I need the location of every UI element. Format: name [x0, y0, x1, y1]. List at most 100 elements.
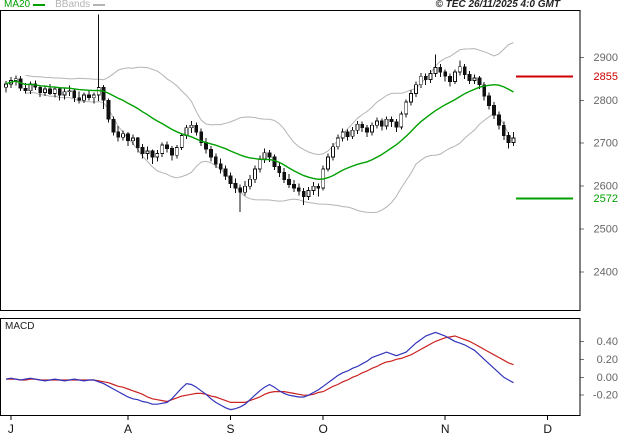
candle-body — [67, 90, 72, 93]
legend-item-ma20: MA20 — [4, 0, 46, 10]
candle-body — [277, 166, 282, 173]
candle-body — [131, 137, 135, 142]
candle-body — [335, 137, 340, 148]
candle-body — [43, 88, 47, 93]
candle-body — [448, 75, 452, 82]
candle-body — [423, 75, 428, 80]
candle-body — [174, 147, 179, 156]
candle-body — [379, 120, 384, 127]
candle-body — [62, 91, 67, 96]
candle-body — [170, 148, 174, 156]
candle-body — [13, 78, 18, 81]
candle-body — [218, 163, 223, 170]
month-label: D — [543, 422, 552, 436]
candle-body — [243, 185, 247, 193]
candle-body — [414, 84, 418, 94]
candle-body — [189, 124, 194, 129]
price-axis-label: 2400 — [594, 267, 618, 279]
candle-body — [472, 77, 477, 81]
candle-body — [389, 118, 394, 123]
candle-body — [287, 178, 291, 185]
legend-ma20-swatch — [33, 4, 46, 6]
candle-body — [111, 118, 116, 133]
candle-body — [126, 133, 130, 142]
candle-body — [209, 148, 213, 158]
candle-body — [145, 150, 150, 154]
candle-body — [72, 90, 77, 99]
month-label: O — [319, 422, 328, 436]
ma20-line — [5, 80, 514, 181]
candle-body — [306, 190, 311, 197]
signal-line — [6, 335, 514, 403]
candle-body — [91, 94, 96, 99]
legend-bbands-swatch — [93, 4, 106, 6]
candle-body — [228, 175, 233, 184]
candle-body — [497, 114, 501, 126]
month-label: N — [441, 422, 450, 436]
candle-body — [213, 156, 218, 165]
candle-body — [233, 183, 238, 189]
candle-body — [492, 105, 496, 116]
candle-body — [82, 94, 86, 101]
macd-axis-label: 0.40 — [597, 336, 618, 348]
copyright-text: © TEC 26/11/2025 4:0 GMT — [435, 0, 560, 10]
candle-body — [438, 67, 443, 73]
candle-body — [418, 75, 423, 86]
candle-body — [199, 131, 204, 143]
candle-body — [38, 87, 43, 93]
month-label: S — [226, 422, 234, 436]
candle-body — [457, 66, 462, 73]
candle-body — [350, 129, 355, 137]
candle-body — [101, 87, 106, 101]
candle-body — [355, 123, 360, 131]
candle-body — [253, 168, 257, 180]
candle-body — [360, 123, 365, 129]
candle-body — [384, 118, 389, 127]
candle-body — [155, 153, 160, 158]
candle-body — [267, 152, 272, 158]
candle-body — [316, 185, 321, 189]
legend-item-bbands: BBands — [55, 0, 106, 10]
candle-body — [453, 71, 457, 82]
candle-body — [248, 178, 252, 187]
candle-body — [394, 121, 399, 128]
legend-ma20-label: MA20 — [4, 0, 31, 10]
candle-body — [409, 93, 413, 103]
candle-body — [52, 88, 57, 94]
legend-bbands-label: BBands — [55, 0, 91, 10]
macd-panel-border — [0, 318, 581, 416]
candle-body — [511, 137, 516, 143]
candle-body — [57, 88, 62, 96]
candle-body — [375, 120, 379, 126]
candle-body — [87, 94, 91, 99]
candle-body — [257, 158, 262, 170]
candle-body — [404, 101, 409, 115]
candle-body — [77, 97, 82, 101]
candle-body — [48, 88, 52, 94]
month-label: A — [124, 422, 132, 436]
candle-body — [179, 135, 184, 148]
candle-body — [462, 66, 467, 75]
candle-body — [238, 187, 243, 193]
macd-panel-title: MACD — [5, 321, 35, 332]
price-axis-label: 2700 — [594, 138, 618, 150]
resistance-label: 2855 — [594, 71, 618, 83]
price-axis-label: 2800 — [594, 95, 618, 107]
price-axis-label: 2900 — [594, 52, 618, 64]
macd-axis-label: 0.00 — [597, 372, 618, 384]
price-panel-border — [0, 10, 581, 311]
month-label: J — [8, 422, 14, 436]
candle-body — [365, 127, 369, 133]
candle-body — [282, 172, 287, 180]
candle-body — [428, 73, 433, 80]
candle-body — [4, 83, 8, 88]
candle-body — [370, 124, 374, 133]
candle-body — [487, 95, 491, 106]
candle-body — [467, 74, 472, 81]
macd-axis-label: -0.20 — [593, 390, 618, 402]
support-label: 2572 — [594, 193, 618, 205]
macd-line — [5, 331, 514, 411]
candle-body — [443, 71, 448, 77]
candle-body — [326, 156, 330, 170]
